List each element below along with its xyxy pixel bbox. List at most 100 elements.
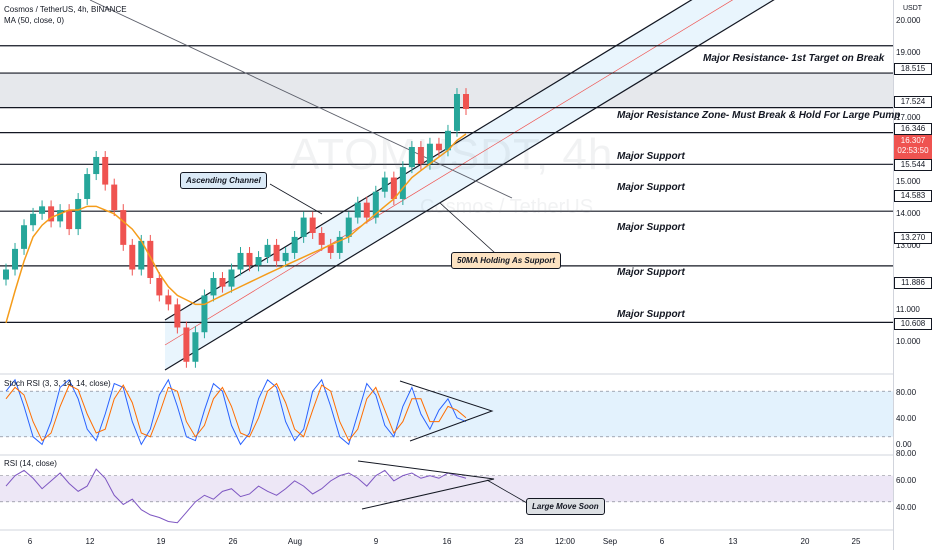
stoch-band bbox=[0, 391, 893, 437]
candle-down bbox=[120, 210, 127, 245]
candle-down bbox=[156, 277, 163, 296]
candle-up bbox=[336, 236, 343, 253]
level-tag: 14.583 bbox=[894, 190, 932, 202]
candle-down bbox=[417, 147, 424, 164]
price-tick: 10.000 bbox=[896, 337, 921, 346]
price-tick: 17.000 bbox=[896, 113, 921, 122]
annotation-support[interactable]: Major Support bbox=[617, 309, 685, 320]
watermark-symbol: ATOMUSDT, 4h bbox=[290, 130, 614, 179]
time-tick: Sep bbox=[602, 537, 618, 546]
ma-50-line bbox=[5, 133, 467, 323]
candle-up bbox=[192, 332, 199, 362]
candle-down bbox=[66, 210, 73, 230]
candle-down bbox=[246, 252, 253, 266]
stoch-k-line bbox=[5, 378, 467, 446]
time-tick: 20 bbox=[800, 537, 810, 546]
annotation-resistance-target[interactable]: Major Resistance- 1st Target on Break bbox=[703, 53, 885, 64]
callout-leader bbox=[269, 183, 323, 215]
rsi-tick: 40.00 bbox=[896, 503, 917, 512]
annotation-support[interactable]: Major Support bbox=[617, 151, 685, 162]
callout-large-move[interactable]: Large Move Soon bbox=[526, 498, 605, 515]
candle-up bbox=[210, 277, 217, 296]
candle-down bbox=[435, 143, 442, 151]
candle-down bbox=[111, 184, 118, 211]
time-tick: 26 bbox=[228, 537, 238, 546]
candle-up bbox=[138, 240, 145, 270]
level-tag: 10.608 bbox=[894, 318, 932, 330]
descending-trendline bbox=[89, 0, 513, 199]
candle-up bbox=[84, 174, 91, 199]
candle-up bbox=[300, 217, 307, 237]
time-tick: 19 bbox=[156, 537, 166, 546]
annotation-support[interactable]: Major Support bbox=[617, 222, 685, 233]
stoch-rsi-legend[interactable]: Stoch RSI (3, 3, 14, 14, close) bbox=[4, 379, 111, 388]
price-tick: 11.000 bbox=[896, 305, 920, 314]
candle-down bbox=[309, 217, 316, 233]
candle-up bbox=[75, 198, 82, 230]
rsi-band bbox=[0, 475, 893, 502]
candle-up bbox=[237, 252, 244, 270]
candle-down bbox=[273, 244, 280, 262]
time-tick: 25 bbox=[851, 537, 861, 546]
rsi-tick: 80.00 bbox=[896, 449, 917, 458]
candle-up bbox=[282, 252, 289, 262]
time-tick: 16 bbox=[442, 537, 452, 546]
candle-up bbox=[30, 213, 37, 226]
candle-up bbox=[255, 257, 262, 266]
price-tick: 19.000 bbox=[896, 48, 921, 57]
level-tag: 16.346 bbox=[894, 123, 932, 135]
candle-down bbox=[165, 295, 172, 305]
stoch-tick: 80.00 bbox=[896, 388, 917, 397]
candle-down bbox=[363, 202, 370, 218]
callout-ascending-channel[interactable]: Ascending Channel bbox=[180, 172, 267, 189]
candle-up bbox=[39, 206, 46, 214]
callout-ma-holding[interactable]: 50MA Holding As Support bbox=[451, 252, 562, 269]
candle-down bbox=[48, 206, 55, 222]
level-tag: 13.270 bbox=[894, 232, 932, 244]
stoch-tick: 0.00 bbox=[896, 440, 912, 449]
annotation-resistance-zone[interactable]: Major Resistance Zone- Must Break & Hold… bbox=[617, 110, 901, 121]
time-tick: 9 bbox=[373, 537, 379, 546]
candle-down bbox=[219, 277, 226, 287]
candle-down bbox=[390, 177, 397, 199]
stoch-d-line bbox=[5, 382, 467, 442]
candle-down bbox=[147, 240, 154, 278]
time-tick: 12 bbox=[85, 537, 95, 546]
price-axis-separator bbox=[893, 0, 894, 550]
callout-leader bbox=[439, 202, 496, 254]
ma-legend[interactable]: MA (50, close, 0) bbox=[4, 16, 65, 25]
level-tag: 15.544 bbox=[894, 159, 932, 171]
candle-up bbox=[228, 269, 235, 287]
candle-up bbox=[57, 210, 64, 222]
candle-down bbox=[183, 327, 190, 362]
annotation-support[interactable]: Major Support bbox=[617, 267, 685, 278]
candle-down bbox=[463, 94, 469, 110]
candle-up bbox=[201, 295, 208, 333]
candle-up bbox=[453, 94, 460, 131]
candle-up bbox=[93, 156, 100, 175]
candle-down bbox=[174, 304, 181, 328]
candle-up bbox=[291, 236, 298, 253]
candle-down bbox=[318, 232, 325, 245]
watermark-subtitle: Cosmos / TetherUS bbox=[420, 196, 594, 218]
current-price: 16.307 bbox=[900, 136, 926, 145]
candle-up bbox=[444, 130, 451, 151]
candle-up bbox=[372, 191, 379, 218]
candle-up bbox=[408, 147, 415, 168]
time-tick: 12:00 bbox=[554, 537, 576, 546]
candle-up bbox=[354, 202, 361, 218]
rsi-legend[interactable]: RSI (14, close) bbox=[4, 459, 57, 468]
stoch-tick: 40.00 bbox=[896, 414, 917, 423]
channel-lower-line bbox=[164, 0, 775, 371]
chart-title[interactable]: Cosmos / TetherUS, 4h, BINANCE bbox=[4, 5, 127, 14]
resistance-zone-band bbox=[0, 73, 893, 108]
candle-down bbox=[102, 156, 109, 185]
candle-countdown: 02:53:50 bbox=[897, 146, 929, 155]
candle-up bbox=[345, 217, 352, 237]
candle-down bbox=[129, 244, 136, 270]
annotation-support[interactable]: Major Support bbox=[617, 182, 685, 193]
candle-up bbox=[426, 143, 433, 164]
time-tick: Aug bbox=[287, 537, 303, 546]
channel-median-line bbox=[164, 0, 734, 346]
